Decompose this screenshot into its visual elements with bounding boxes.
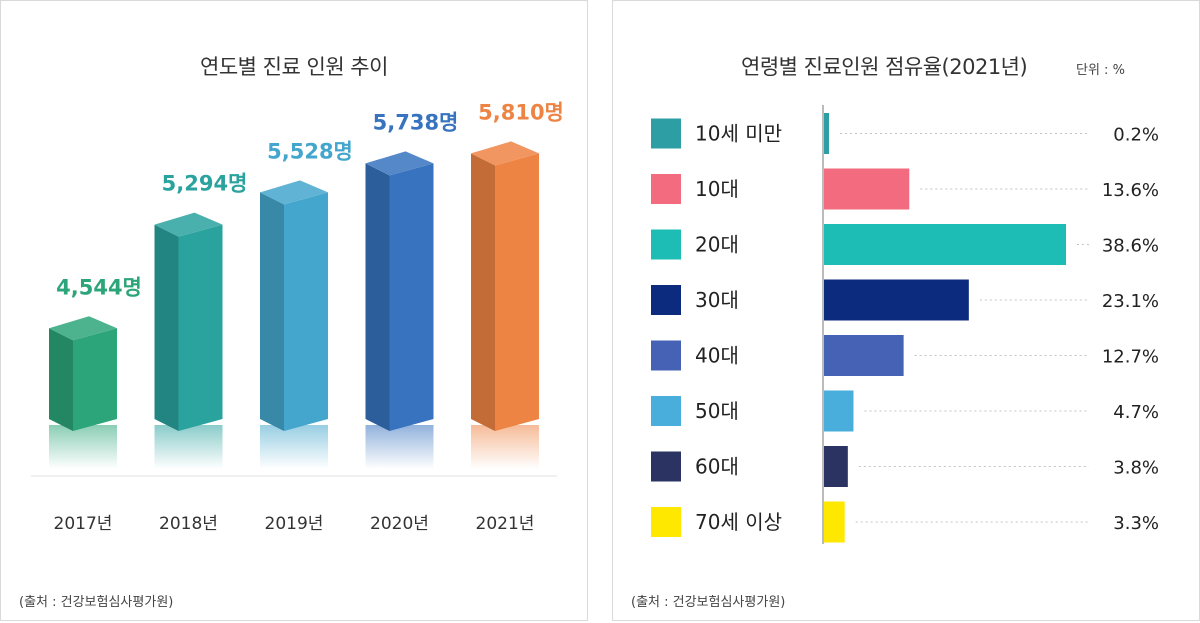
source-note-right: (출처 : 건강보험심사평가원) [631, 595, 786, 610]
bar-0 [49, 316, 117, 469]
bar-front-face [178, 224, 223, 431]
hbar-2 [824, 224, 1066, 265]
bar-side-face [471, 153, 495, 431]
bar-side-face [365, 163, 390, 431]
bar-front-face [73, 328, 117, 431]
x-tick-label: 2021년 [476, 514, 535, 534]
bar-value-label: 5,294명 [162, 172, 248, 196]
legend-swatch [651, 174, 681, 204]
bar-2 [260, 180, 328, 469]
bar-value-label: 4,544명 [56, 275, 142, 299]
hbar-4 [824, 335, 904, 376]
legend-swatch [651, 396, 681, 426]
bar-value-label: 5,528명 [267, 139, 353, 163]
unit-label: 단위 : % [1076, 63, 1125, 78]
legend-swatch [651, 340, 681, 371]
percent-label: 13.6% [1102, 180, 1159, 201]
bar-3 [365, 151, 434, 469]
percent-label: 3.8% [1113, 458, 1159, 479]
hbar-1 [824, 168, 910, 210]
hbar-7 [824, 501, 845, 543]
bar-front-face [495, 153, 539, 431]
age-share-chart-panel: 연령별 진료인원 점유율(2021년) 단위 : % 10세 미만 0.2% 10대… [612, 0, 1200, 621]
bar-side-face [260, 192, 284, 431]
hbar-6 [824, 446, 848, 487]
percent-label: 3.3% [1113, 513, 1159, 534]
bar-value-label: 5,810명 [478, 100, 564, 124]
percent-label: 12.7% [1102, 347, 1159, 368]
age-share-bar-chart: 10세 미만 0.2% 10대 13.6% 20대 38.6% 30대 23.1% 40대 12.… [651, 105, 1159, 544]
bar-reflection [471, 425, 539, 469]
bar-top-face [154, 212, 223, 237]
age-share-chart-title: 연령별 진료인원 점유율(2021년) [741, 55, 1028, 79]
bar-top-face [471, 141, 539, 166]
percent-label: 0.2% [1113, 125, 1159, 146]
category-label: 30대 [695, 288, 739, 312]
legend-swatch [651, 229, 681, 260]
hbar-0 [824, 113, 829, 154]
x-tick-label: 2020년 [370, 514, 429, 534]
source-note-left: (출처 : 건강보험심사평가원) [19, 595, 174, 610]
legend-swatch [651, 118, 681, 149]
yearly-bar-chart: 4,544명 2017년 5,294명 2018년 5,528명 2019년 5,738명 2… [31, 100, 564, 534]
yearly-chart-panel: 연도별 진료 인원 추이 4,544명 2017년 5,294명 2018년 5,528… [0, 0, 588, 621]
bar-front-face [284, 192, 328, 431]
bar-front-face [389, 163, 434, 431]
category-label: 70세 이상 [695, 510, 782, 534]
bar-top-face [260, 180, 328, 205]
bar-1 [154, 212, 223, 469]
bar-value-label: 5,738명 [373, 110, 459, 134]
bar-reflection [49, 425, 117, 469]
category-label: 10세 미만 [695, 122, 782, 146]
category-label: 50대 [695, 399, 739, 423]
x-tick-label: 2019년 [265, 514, 324, 534]
yearly-chart-title: 연도별 진료 인원 추이 [200, 55, 388, 79]
x-tick-label: 2018년 [159, 514, 218, 534]
bar-4 [471, 141, 539, 469]
hbar-3 [824, 279, 969, 321]
percent-label: 38.6% [1102, 236, 1159, 257]
category-label: 20대 [695, 233, 739, 257]
category-label: 60대 [695, 455, 739, 479]
bar-reflection [154, 425, 223, 469]
bar-top-face [365, 151, 434, 176]
percent-label: 4.7% [1113, 402, 1159, 423]
hbar-5 [824, 390, 854, 432]
bar-reflection [260, 425, 328, 469]
bar-reflection [365, 425, 434, 469]
legend-swatch [651, 451, 681, 482]
legend-swatch [651, 285, 681, 315]
bar-side-face [49, 328, 73, 431]
percent-label: 23.1% [1102, 291, 1159, 312]
bar-top-face [49, 316, 117, 341]
bar-side-face [154, 224, 179, 431]
category-label: 10대 [695, 177, 739, 201]
x-tick-label: 2017년 [54, 514, 113, 534]
category-label: 40대 [695, 344, 739, 368]
legend-swatch [651, 507, 681, 537]
